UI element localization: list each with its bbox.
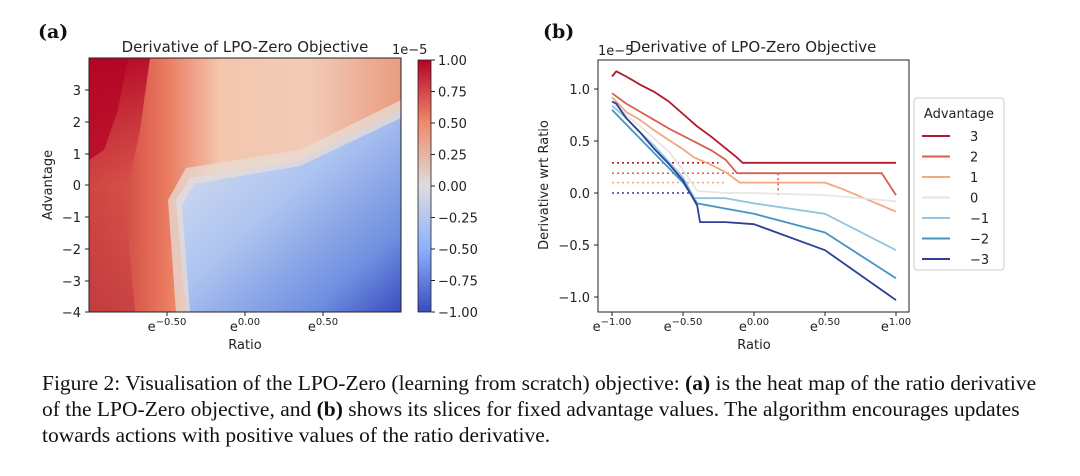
legend-label-1: 1 — [970, 171, 978, 186]
heatmap-x-label: Ratio — [228, 338, 261, 353]
colorbar: 1e−5 1.00 0.75 0.50 0.25 0.00 −0.25 −0.5… — [392, 43, 478, 321]
heatmap-y-tick: 1 — [73, 148, 81, 163]
series-line-3 — [611, 70, 896, 164]
heatmap-title: Derivative of LPO-Zero Objective — [122, 38, 369, 56]
series-line--3 — [611, 100, 897, 301]
caption-mid1: is the heat map of the ratio derivative … — [42, 371, 1037, 421]
lineplot-x-axis: e−1.00 e−0.50 e0.00 e0.50 e1.00 — [593, 312, 911, 335]
lineplot-frame — [597, 59, 910, 313]
caption-lead: Figure 2: Visualisation of the LPO-Zero … — [42, 371, 686, 395]
caption-mid2: shows its slices for fixed advantage val… — [42, 397, 1020, 447]
lineplot-y-axis: 1.0 0.5 0.0 −0.5 −1.0 — [558, 83, 598, 306]
heatmap-x-tick: e0.00 — [230, 317, 260, 335]
series-line-2 — [611, 92, 897, 196]
panel-a-tag: (a) — [38, 21, 68, 43]
legend-label-0: 0 — [970, 192, 978, 207]
legend-label--2: −2 — [970, 233, 989, 248]
lineplot-y-label: Derivative wrt Ratio — [537, 120, 552, 250]
lineplot-x-tick: e1.00 — [881, 317, 911, 335]
lineplot-series-layer — [611, 70, 897, 301]
lineplot-x-tick: e0.50 — [810, 317, 840, 335]
colorbar-tick: 0.50 — [438, 117, 467, 132]
lineplot-y-tick: −0.5 — [558, 239, 590, 254]
legend: Advantage 3 2 1 0 −1 −2 −3 — [913, 97, 1005, 271]
heatmap-y-tick: −4 — [62, 306, 81, 321]
colorbar-tick: −0.75 — [438, 275, 478, 290]
heatmap-y-tick: 0 — [73, 179, 81, 194]
lineplot-title: Derivative of LPO-Zero Objective — [630, 38, 877, 56]
lineplot-y-tick: 1.0 — [569, 83, 590, 98]
heatmap-y-tick: 2 — [73, 116, 81, 131]
legend-label-3: 3 — [970, 130, 978, 145]
colorbar-tick: 0.25 — [438, 149, 467, 164]
series-2-reference — [612, 172, 779, 196]
colorbar-tick: −0.25 — [438, 212, 478, 227]
lineplot-x-label: Ratio — [737, 338, 770, 353]
series-line-0 — [611, 100, 897, 203]
lineplot-x-tick: e−1.00 — [593, 317, 632, 335]
caption-b-tag: (b) — [316, 397, 343, 421]
lineplot-x-tick: e−0.50 — [664, 317, 703, 335]
lineplot-scale-label: 1e−5 — [598, 44, 633, 59]
panel-b-tag: (b) — [543, 21, 574, 43]
heatmap-y-tick: −2 — [62, 243, 81, 258]
legend-label--3: −3 — [970, 253, 989, 268]
legend-title: Advantage — [924, 107, 994, 122]
heatmap-x-tick: e−0.50 — [148, 317, 187, 335]
colorbar-tick: −1.00 — [438, 306, 478, 321]
heatmap-y-axis: 3 2 1 0 −1 −2 −3 −4 — [62, 84, 89, 321]
lineplot-x-tick: e0.00 — [739, 317, 769, 335]
lineplot-y-tick: −1.0 — [558, 291, 590, 306]
lineplot-y-tick: 0.5 — [569, 135, 590, 150]
heatmap-y-tick: −3 — [62, 275, 81, 290]
heatmap — [89, 58, 401, 312]
series-line--2 — [611, 109, 897, 280]
legend-label-2: 2 — [970, 151, 978, 166]
heatmap-y-tick: −1 — [62, 211, 81, 226]
colorbar-tick: 0.00 — [438, 180, 467, 195]
caption-a-tag: (a) — [685, 371, 711, 395]
colorbar-tick: −0.50 — [438, 243, 478, 258]
legend-label--1: −1 — [970, 212, 989, 227]
colorbar-scale-label: 1e−5 — [392, 43, 427, 58]
heatmap-y-tick: 3 — [73, 84, 81, 99]
colorbar-tick: 1.00 — [438, 54, 467, 69]
figure-caption: Figure 2: Visualisation of the LPO-Zero … — [42, 370, 1052, 448]
colorbar-tick: 0.75 — [438, 86, 467, 101]
heatmap-x-tick: e0.50 — [308, 317, 338, 335]
heatmap-x-axis: e−0.50 e0.00 e0.50 — [148, 312, 338, 335]
lineplot-y-tick: 0.0 — [569, 187, 590, 202]
series-line-1 — [611, 96, 897, 213]
heatmap-y-label: Advantage — [41, 150, 56, 220]
